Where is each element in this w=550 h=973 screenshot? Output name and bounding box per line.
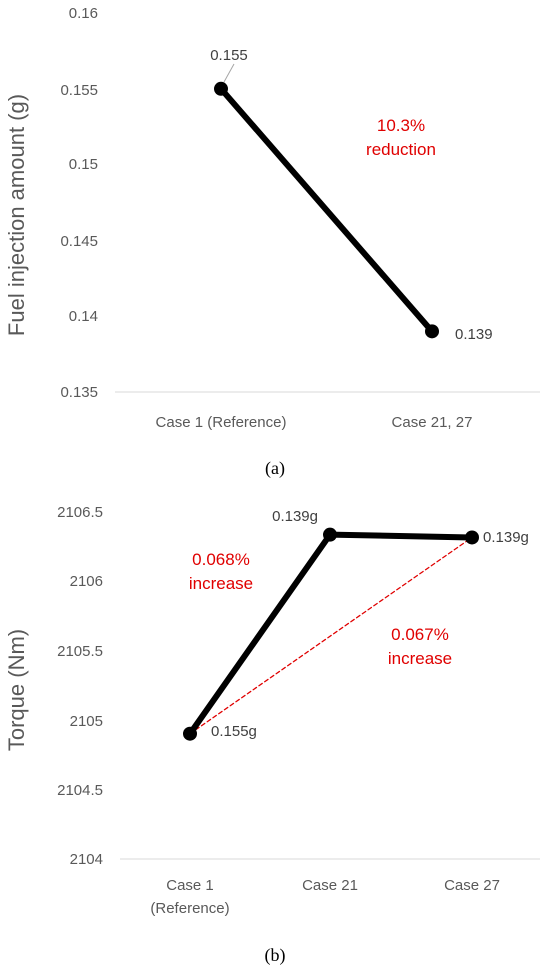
- chart-a-ytick: 0.16: [69, 5, 98, 22]
- chart-b-xtick: Case 21: [302, 877, 358, 894]
- chart-a-line-segment: [218, 85, 435, 335]
- chart-b-plot: [183, 527, 479, 741]
- chart-a-plot: [214, 81, 439, 339]
- chart-a-leader-line: [223, 63, 235, 83]
- chart-b-caption: (b): [265, 945, 286, 966]
- chart-b-data-label: 0.139g: [272, 508, 318, 525]
- chart-a-caption: (a): [265, 458, 285, 479]
- chart-b-xtick: Case 1: [166, 877, 214, 894]
- chart-b-annotation-2-line2: increase: [388, 649, 452, 668]
- chart-a-ytick: 0.15: [69, 156, 98, 173]
- chart-a: Fuel injection amount (g) 0.16 0.155 0.1…: [4, 5, 540, 479]
- chart-b-xticks: Case 1 (Reference) Case 21 Case 27: [150, 877, 500, 917]
- chart-b-annotation-1-line1: 0.068%: [192, 550, 250, 569]
- chart-b-data-point: [183, 726, 197, 741]
- chart-a-xticks: Case 1 (Reference) Case 21, 27: [156, 414, 473, 431]
- chart-a-ytick: 0.155: [60, 82, 98, 99]
- chart-a-annotation-line1: 10.3%: [377, 116, 425, 135]
- chart-b-xtick: Case 27: [444, 877, 500, 894]
- chart-b-xtick: (Reference): [150, 900, 229, 917]
- chart-a-ytick: 0.145: [60, 233, 98, 250]
- chart-b-ytick: 2105.5: [57, 643, 103, 660]
- chart-b-yticks: 2106.5 2106 2105.5 2105 2104.5 2104: [57, 504, 103, 868]
- chart-a-xtick: Case 21, 27: [392, 414, 473, 431]
- chart-b-data-label: 0.139g: [483, 529, 529, 546]
- chart-b-dashed-segment: [189, 536, 473, 735]
- chart-b-annotation-2-line1: 0.067%: [391, 625, 449, 644]
- chart-b-data-label: 0.155g: [211, 723, 257, 740]
- chart-b-ytick: 2106.5: [57, 504, 103, 521]
- chart-b-ytick: 2104.5: [57, 782, 103, 799]
- chart-b: Torque (Nm) 2106.5 2106 2105.5 2105 2104…: [4, 504, 540, 966]
- chart-b-ytick: 2106: [70, 573, 103, 590]
- chart-a-data-point: [214, 81, 228, 96]
- chart-a-data-label: 0.155: [210, 47, 248, 64]
- chart-b-data-point: [465, 530, 479, 545]
- chart-b-ytick: 2104: [70, 851, 103, 868]
- chart-b-line-segment: [187, 531, 333, 737]
- chart-b-annotation-1-line2: increase: [189, 574, 253, 593]
- chart-b-data-point: [323, 527, 337, 542]
- chart-a-annotation-line2: reduction: [366, 140, 436, 159]
- chart-b-ytick: 2105: [70, 713, 103, 730]
- chart-a-ylabel: Fuel injection amount (g): [4, 94, 29, 336]
- chart-a-data-label: 0.139: [455, 326, 493, 343]
- chart-a-yticks: 0.16 0.155 0.15 0.145 0.14 0.135: [60, 5, 98, 401]
- chart-a-data-point: [425, 324, 439, 339]
- chart-a-ytick: 0.14: [69, 308, 98, 325]
- chart-b-line-segment: [327, 531, 475, 541]
- chart-a-ytick: 0.135: [60, 384, 98, 401]
- chart-a-xtick: Case 1 (Reference): [156, 414, 287, 431]
- chart-b-ylabel: Torque (Nm): [4, 629, 29, 751]
